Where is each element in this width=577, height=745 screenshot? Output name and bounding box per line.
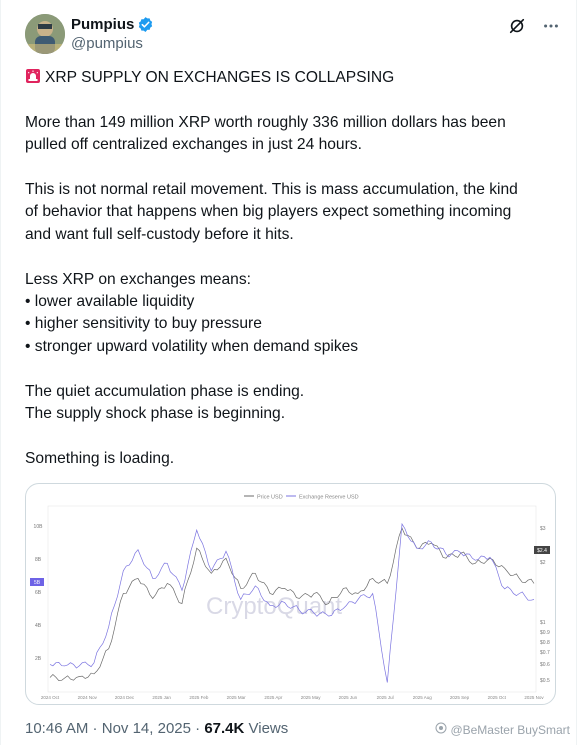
paragraph1-line2: pulled off centralized exchanges in just… xyxy=(25,136,362,154)
right-axis: $3 $2 $1 $0.9 $0.8 $0.7 $0.6 $0.5 xyxy=(540,526,550,684)
left-axis: 10B 8B 6B 4B 2B xyxy=(34,524,44,662)
tweet-header: Pumpius @pumpius xyxy=(25,14,561,56)
watermark-text: @BeMaster BuySmart xyxy=(450,722,570,737)
x-tick-label: 2025 Nov xyxy=(524,695,544,700)
right-tick-label: $0.9 xyxy=(540,630,550,636)
closing-line2: The supply shock phase is beginning. xyxy=(25,405,286,423)
paragraph1-line1: More than 149 million XRP worth roughly … xyxy=(25,113,506,131)
author-handle[interactable]: @pumpius xyxy=(71,35,143,52)
x-tick-label: 2025 May xyxy=(301,695,322,700)
legend-reserve: Exchange Reserve USD xyxy=(299,495,359,501)
x-tick-label: 2025 Jun xyxy=(339,695,358,700)
series-line xyxy=(49,527,535,681)
avatar[interactable] xyxy=(25,14,65,54)
tweet-meta: 10:46 AM · Nov 14, 2025 · 67.4K Views xyxy=(25,719,288,739)
source-watermark: @BeMaster BuySmart xyxy=(435,722,570,737)
list-intro: Less XRP on exchanges means: xyxy=(25,270,251,288)
right-tick-label: $0.5 xyxy=(540,678,550,684)
x-tick-label: 2025 Jul xyxy=(377,695,394,700)
bullet-item: • stronger upward volatility when demand… xyxy=(25,337,359,355)
x-tick-label: 2025 Mar xyxy=(227,695,247,700)
author-display-name[interactable]: Pumpius xyxy=(71,16,135,33)
x-tick-label: 2025 Apr xyxy=(264,695,283,700)
meta-separator: · xyxy=(190,720,205,737)
verified-badge-icon xyxy=(137,16,154,33)
right-tick-label: $3 xyxy=(540,526,546,532)
left-tick-label: 2B xyxy=(35,656,42,662)
x-tick-label: 2024 Oct xyxy=(41,695,60,700)
tweet-text: XRP SUPPLY ON EXCHANGES IS COLLAPSING Mo… xyxy=(25,67,555,470)
right-badge: $2.4 xyxy=(534,546,550,554)
left-tick-label: 8B xyxy=(35,557,42,563)
paragraph2-line2: of behavior that happens when big player… xyxy=(25,203,512,221)
chart-series xyxy=(49,522,535,683)
tweet-title-line: XRP SUPPLY ON EXCHANGES IS COLLAPSING xyxy=(25,67,555,89)
author-block: Pumpius @pumpius xyxy=(71,15,154,54)
right-tick-label: $0.7 xyxy=(540,650,550,656)
views-count[interactable]: 67.4K xyxy=(204,720,245,737)
right-tick-label: $2 xyxy=(540,560,546,566)
paragraph2-line1: This is not normal retail movement. This… xyxy=(25,181,518,198)
tweet-time[interactable]: 10:46 AM xyxy=(25,720,89,737)
meta-separator: · xyxy=(88,720,102,737)
more-icon[interactable] xyxy=(541,16,561,36)
x-axis: 2024 Oct 2024 Nov 2024 Dec 2025 Jan 2025 Feb… xyxy=(41,695,545,700)
chart-svg: Price USD Exchange Reserve USD CryptoQua… xyxy=(30,495,550,700)
tweet-date[interactable]: Nov 14, 2025 xyxy=(101,720,191,737)
right-tick-label: $0.8 xyxy=(540,640,550,646)
left-tick-label: 4B xyxy=(35,623,42,629)
plot-area xyxy=(47,505,537,693)
header-actions xyxy=(507,16,561,36)
final-line: Something is loading. xyxy=(25,449,175,467)
tweet-title: XRP SUPPLY ON EXCHANGES IS COLLAPSING xyxy=(45,69,395,86)
x-tick-label: 2024 Dec xyxy=(115,695,135,700)
grok-icon[interactable] xyxy=(507,16,527,36)
right-tick-label: $1 xyxy=(540,620,546,626)
series-line xyxy=(49,522,535,683)
right-tick-label: $0.6 xyxy=(540,662,550,668)
chart-image[interactable]: Price USD Exchange Reserve USD CryptoQua… xyxy=(25,483,556,705)
x-tick-label: 2025 Feb xyxy=(189,695,209,700)
x-tick-label: 2024 Nov xyxy=(78,695,98,700)
watermark-icon xyxy=(435,722,447,737)
x-tick-label: 2025 Aug xyxy=(413,695,433,700)
views-label: Views xyxy=(244,720,289,737)
x-tick-label: 2025 Jan xyxy=(152,695,171,700)
left-tick-label: 10B xyxy=(34,524,44,530)
left-badge: 5B xyxy=(30,578,44,586)
legend-price: Price USD xyxy=(257,495,283,501)
left-tick-label: 6B xyxy=(35,590,42,596)
x-tick-label: 2025 Oct xyxy=(488,695,507,700)
chart-legend: Price USD Exchange Reserve USD xyxy=(244,495,359,501)
bullet-item: • higher sensitivity to buy pressure xyxy=(25,315,262,333)
left-badge-text: 5B xyxy=(34,580,41,586)
siren-icon xyxy=(25,68,41,84)
right-badge-text: $2.4 xyxy=(537,548,547,554)
paragraph2-line3: and want full self-custody before it hit… xyxy=(25,225,294,243)
bullet-item: • lower available liquidity xyxy=(25,293,195,311)
x-tick-label: 2025 Sep xyxy=(450,695,470,700)
author-name-row[interactable]: Pumpius xyxy=(71,15,154,34)
closing-line1: The quiet accumulation phase is ending. xyxy=(25,382,305,400)
